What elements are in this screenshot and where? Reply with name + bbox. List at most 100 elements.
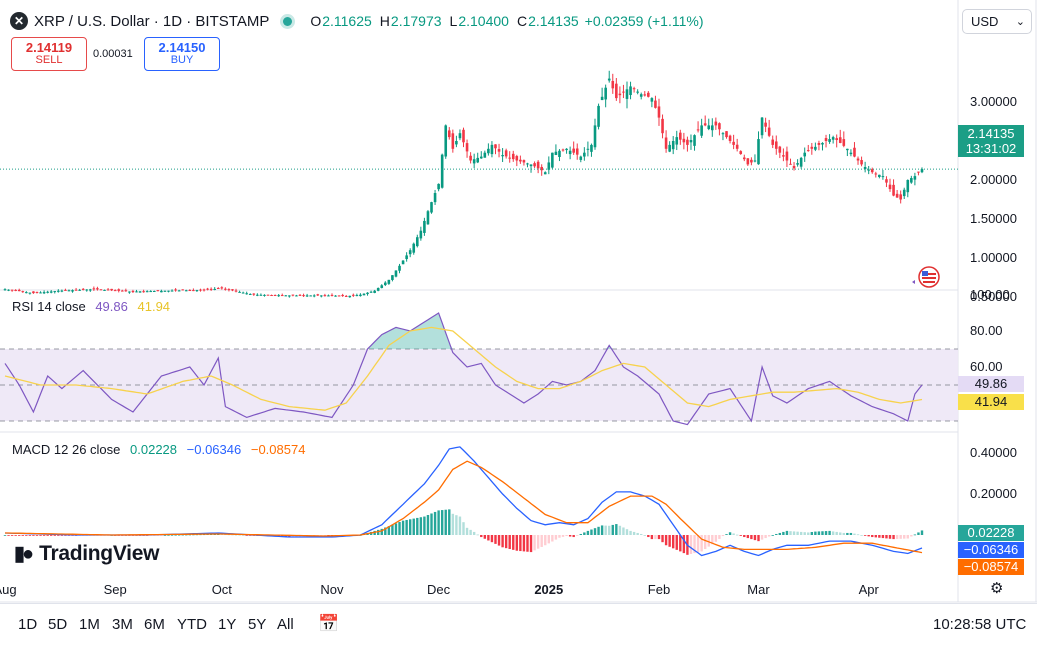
macd-histogram-bar — [860, 535, 863, 536]
candle-body — [593, 125, 597, 148]
date-range-calendar-icon[interactable]: 📅 — [318, 614, 340, 633]
range-3m[interactable]: 3M — [112, 616, 133, 633]
buy-button[interactable]: 2.14150 BUY — [144, 37, 220, 71]
currency-select[interactable]: USD ⌄ — [962, 9, 1032, 34]
candle-body — [323, 295, 327, 297]
range-1d[interactable]: 1D — [18, 616, 38, 633]
candle-body — [789, 163, 792, 165]
candle-body — [167, 290, 170, 292]
candle-body — [760, 117, 764, 136]
range-5y[interactable]: 5Y — [248, 616, 267, 633]
candle-body — [551, 152, 554, 168]
macd-histogram-bar — [693, 535, 696, 554]
macd-histogram-bar — [384, 527, 387, 535]
time-tick-label: Oct — [212, 582, 233, 597]
candle-body — [874, 173, 878, 175]
macd-histogram-bar — [910, 535, 913, 537]
candle-body — [885, 179, 888, 183]
candle-body — [607, 78, 611, 81]
candle-body — [597, 105, 600, 127]
macd-histogram-bar — [746, 535, 750, 539]
candle-body — [522, 160, 526, 163]
range-5d[interactable]: 5D — [48, 616, 68, 633]
candle-body — [643, 94, 647, 96]
macd-histogram-bar — [874, 535, 877, 538]
candle-body — [728, 135, 732, 141]
macd-histogram-bar — [913, 534, 917, 536]
macd-histogram-bar — [544, 535, 547, 546]
macd-histogram-bar — [789, 531, 792, 535]
macd-histogram-bar — [664, 535, 668, 546]
candle-body — [721, 133, 725, 135]
candle-body — [838, 137, 842, 143]
gear-icon[interactable]: ⚙ — [990, 580, 1004, 597]
range-6m[interactable]: 6M — [144, 616, 165, 633]
candle-body — [53, 291, 57, 293]
macd-histogram-bar — [881, 535, 885, 539]
candle-body — [725, 131, 728, 138]
macd-histogram-bar — [547, 535, 551, 544]
candle-body — [163, 290, 167, 292]
candle-body — [96, 288, 99, 290]
candle-body — [423, 220, 426, 233]
utc-clock[interactable]: 10:28:58 UTC — [933, 616, 1027, 633]
macd-histogram-bar — [807, 532, 810, 535]
symbol-title[interactable]: XRP / U.S. Dollar · 1D · BITSTAMP — [34, 12, 270, 30]
macd-histogram-bar — [554, 535, 558, 540]
macd-histogram-bar — [408, 519, 412, 535]
range-1m[interactable]: 1M — [79, 616, 100, 633]
sell-button[interactable]: 2.14119 SELL — [11, 37, 87, 71]
macd-histogram-bar — [416, 517, 419, 535]
candle-body — [913, 176, 917, 180]
candle-body — [106, 289, 110, 291]
candle-body — [46, 291, 49, 293]
candle-body — [703, 123, 707, 126]
candle-body — [792, 166, 796, 169]
time-tick-label: Mar — [747, 582, 770, 597]
macd-histogram-bar — [376, 529, 380, 535]
rsi-tick-label: 100.00 — [970, 287, 1010, 302]
candle-body — [280, 295, 284, 297]
us-flag-icon[interactable] — [910, 266, 942, 288]
candle-body — [32, 291, 35, 294]
candle-body — [298, 294, 302, 296]
macd-histogram-bar — [615, 524, 618, 535]
candle-body — [803, 152, 807, 157]
candle-body — [320, 295, 323, 297]
candle-body — [451, 133, 455, 149]
range-ytd[interactable]: YTD — [177, 616, 207, 633]
macd-histogram-bar — [504, 535, 508, 549]
macd-histogram-bar — [451, 513, 455, 535]
macd-histogram-bar — [188, 534, 192, 536]
price-tick-label: 2.00000 — [970, 172, 1017, 187]
macd-histogram-bar — [696, 535, 700, 553]
macd-signal-value: −0.08574 — [250, 442, 306, 457]
time-tick-label: Sep — [104, 582, 127, 597]
candle-body — [394, 270, 398, 277]
price-axis: 3.000002.500002.000001.500001.000000.500… — [970, 94, 1017, 501]
candle-body — [849, 152, 853, 155]
macd-histogram-bar — [487, 535, 490, 541]
macd-title: MACD 12 26 close — [12, 442, 121, 457]
candle-body — [632, 88, 636, 90]
macd-histogram-bar — [863, 535, 867, 536]
candle-body — [3, 289, 7, 291]
price-candles — [0, 70, 958, 298]
macd-histogram-bar — [35, 535, 39, 536]
candle-body — [412, 243, 416, 253]
macd-histogram-bar — [775, 533, 778, 535]
range-1y[interactable]: 1Y — [218, 616, 237, 633]
candle-body — [160, 290, 163, 293]
candle-body — [227, 289, 231, 291]
candle-body — [472, 159, 476, 164]
candle-body — [103, 289, 106, 291]
tradingview-logo[interactable]: ▮● TradingView — [14, 541, 159, 566]
macd-histogram-bar — [824, 531, 828, 535]
candle-body — [312, 295, 316, 297]
low-key: L — [449, 13, 458, 29]
macd-histogram-bar — [700, 535, 703, 552]
macd-histogram-bar — [21, 535, 24, 536]
macd-histogram-bar — [14, 535, 17, 536]
range-all[interactable]: All — [277, 616, 294, 633]
